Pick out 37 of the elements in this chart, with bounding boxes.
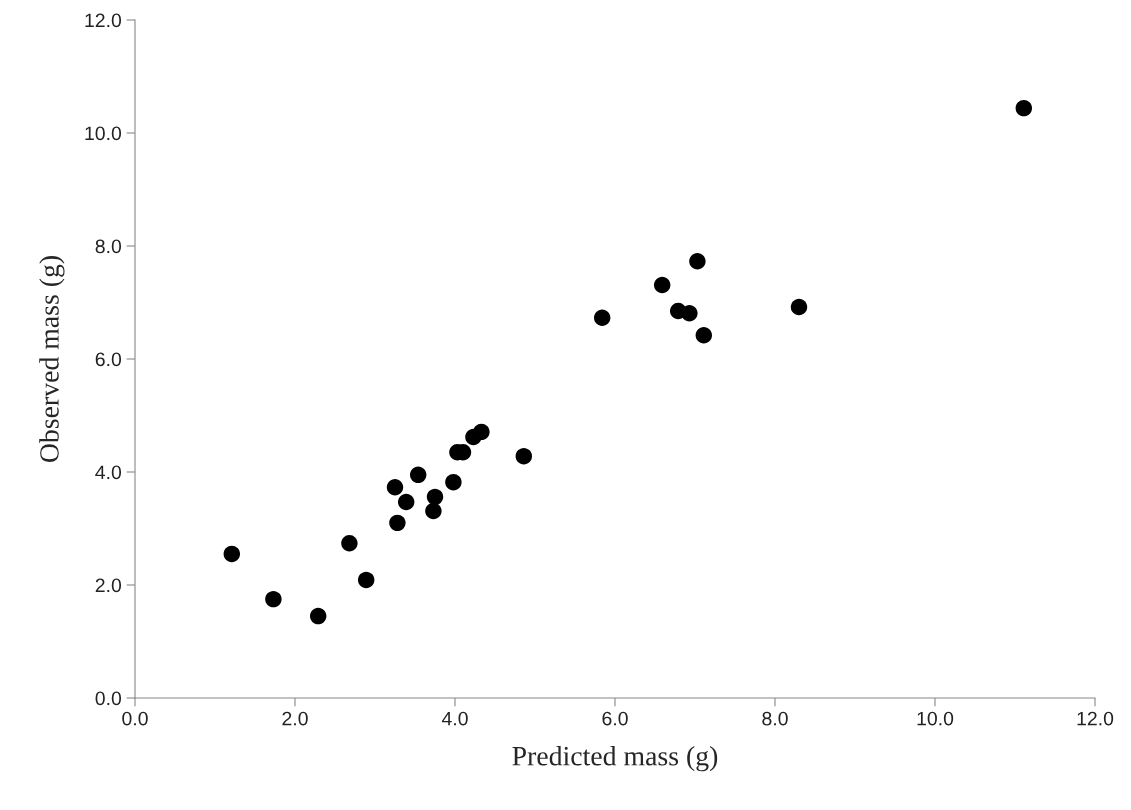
y-tick-label: 10.0 bbox=[85, 126, 122, 141]
point bbox=[425, 502, 442, 520]
x-axis-title: Predicted mass (g) bbox=[512, 745, 718, 772]
point bbox=[653, 276, 671, 294]
point bbox=[515, 447, 533, 465]
y-axis-title: Observed mass (g) bbox=[39, 256, 65, 462]
point bbox=[409, 466, 427, 484]
y-tick-label: 4.0 bbox=[95, 465, 122, 480]
point bbox=[309, 607, 327, 625]
point bbox=[790, 298, 808, 316]
point bbox=[473, 423, 490, 441]
point bbox=[265, 590, 282, 608]
point bbox=[593, 309, 611, 326]
point bbox=[386, 479, 404, 496]
point bbox=[445, 473, 462, 491]
point bbox=[341, 534, 358, 552]
y-tick-label: 6.0 bbox=[95, 352, 122, 367]
point bbox=[426, 488, 444, 506]
point bbox=[223, 545, 241, 563]
point bbox=[695, 327, 713, 344]
x-tick-label: 0.0 bbox=[122, 711, 148, 726]
x-tick-label: 12.0 bbox=[1077, 711, 1114, 726]
point bbox=[397, 493, 415, 511]
x-tick-label: 6.0 bbox=[602, 711, 628, 726]
point bbox=[389, 514, 406, 532]
point bbox=[681, 305, 698, 322]
point bbox=[1015, 99, 1033, 117]
x-tick-label: 10.0 bbox=[917, 711, 954, 726]
y-tick-label: 0.0 bbox=[95, 691, 122, 706]
x-tick-label: 2.0 bbox=[282, 711, 308, 726]
y-tick-label: 2.0 bbox=[95, 578, 122, 593]
x-tick-label: 4.0 bbox=[441, 711, 468, 726]
y-tick-label: 8.0 bbox=[95, 239, 122, 254]
y-tick-label: 12.0 bbox=[85, 13, 122, 28]
point bbox=[357, 571, 375, 589]
point bbox=[689, 253, 706, 270]
x-tick-label: 8.0 bbox=[762, 711, 788, 726]
